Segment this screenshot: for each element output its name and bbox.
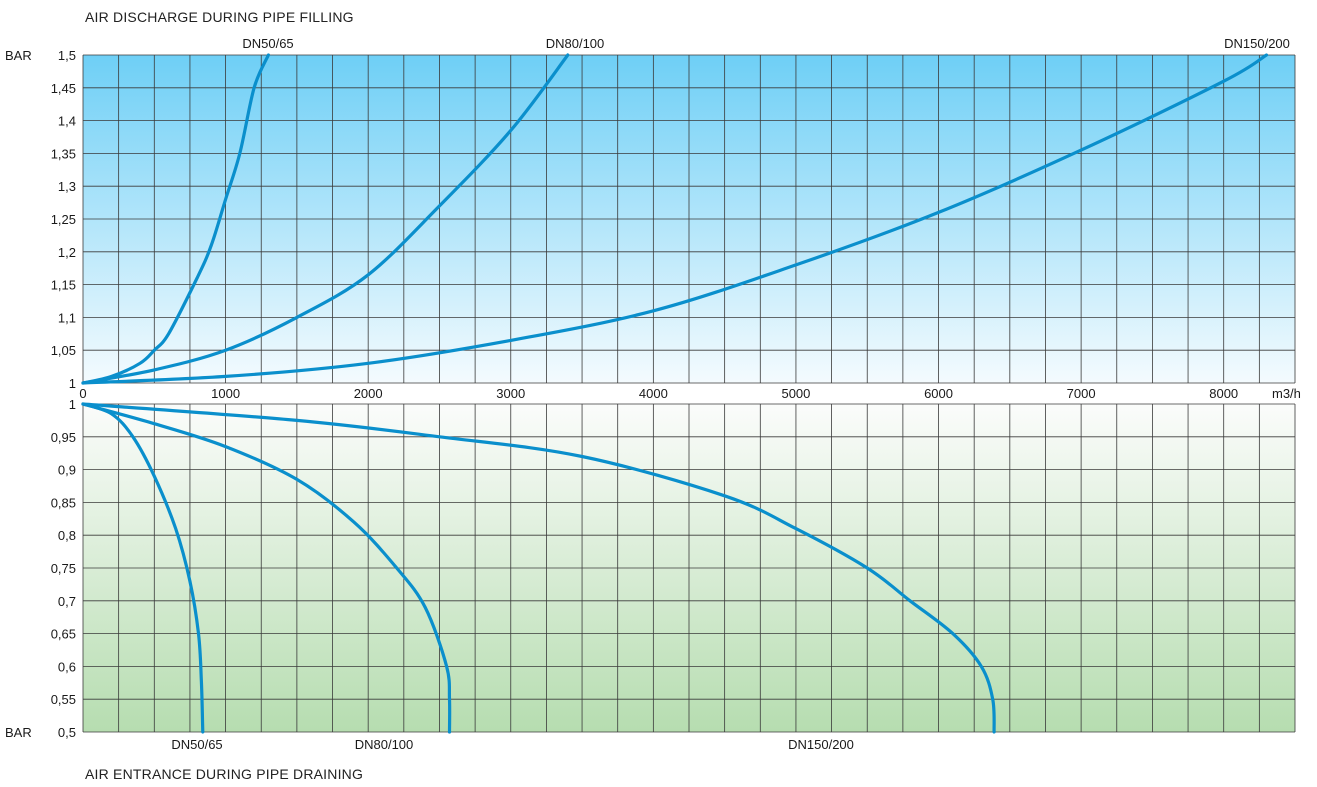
bottom-chart-caption: AIR ENTRANCE DURING PIPE DRAINING — [85, 766, 364, 782]
top-y-tick-label: 1,05 — [51, 343, 76, 358]
bottom-y-tick-label: 0,65 — [51, 627, 76, 642]
x-tick-label: 6000 — [924, 386, 953, 401]
x-tick-label: 5000 — [781, 386, 810, 401]
curves — [81, 53, 1269, 734]
bottom-curve-dn150-200 — [81, 402, 996, 734]
bottom-y-tick-label: 0,55 — [51, 692, 76, 707]
bottom-y-tick-label: 0,8 — [58, 528, 76, 543]
top-y-tick-label: 1,45 — [51, 81, 76, 96]
top-y-tick-label: 1,3 — [58, 179, 76, 194]
x-tick-label: 2000 — [354, 386, 383, 401]
top-chart-caption: AIR DISCHARGE DURING PIPE FILLING — [85, 9, 354, 25]
bottom-y-tick-label: 0,85 — [51, 495, 76, 510]
x-unit-label: m3/h — [1272, 386, 1301, 401]
bottom-y-tick-label: 0,95 — [51, 430, 76, 445]
top-y-tick-label: 1,4 — [58, 114, 76, 129]
x-tick-label: 8000 — [1209, 386, 1238, 401]
x-tick-label: 1000 — [211, 386, 240, 401]
top-y-tick-label: 1,2 — [58, 245, 76, 260]
top-y-tick-label: 1,15 — [51, 278, 76, 293]
top-y-tick-label: 1,5 — [58, 48, 76, 63]
bottom-curve-dn50-65 — [81, 402, 205, 734]
bottom-series-label: DN150/200 — [788, 737, 854, 752]
top-y-tick-label: 1,35 — [51, 146, 76, 161]
top-y-tick-label: 1,1 — [58, 310, 76, 325]
top-curve-dn50-65 — [81, 53, 270, 385]
top-series-label: DN50/65 — [242, 36, 293, 51]
bottom-curve-dn80-100 — [81, 402, 452, 734]
x-tick-label: 4000 — [639, 386, 668, 401]
x-tick-label: 7000 — [1067, 386, 1096, 401]
top-y-tick-label: 1,25 — [51, 212, 76, 227]
grid — [82, 54, 1296, 733]
bottom-series-label: DN80/100 — [355, 737, 414, 752]
bottom-y-tick-label: 0,7 — [58, 594, 76, 609]
bottom-y-tick-label: 0,6 — [58, 659, 76, 674]
series-labels: DN50/65 DN80/100 DN150/200 DN50/65 DN80/100 D… — [171, 36, 1290, 752]
bottom-y-tick-label: 0,5 — [58, 725, 76, 740]
top-series-label: DN150/200 — [1224, 36, 1290, 51]
top-y-tick-label: 1 — [69, 376, 76, 391]
bottom-y-tick-label: 0,9 — [58, 463, 76, 478]
bottom-y-tick-label: 0,75 — [51, 561, 76, 576]
top-bar-label: BAR — [5, 48, 32, 63]
bottom-series-label: DN50/65 — [171, 737, 222, 752]
top-curve-dn80-100 — [81, 53, 570, 385]
bottom-y-tick-label: 1 — [69, 397, 76, 412]
tick-labels: 1 1,05 1,1 1,15 1,2 1,25 1,3 1,35 1,4 1,45 1,5 BAR 0… — [5, 48, 1301, 740]
x-tick-label: 0 — [79, 386, 86, 401]
x-tick-label: 3000 — [496, 386, 525, 401]
top-series-label: DN80/100 — [546, 36, 605, 51]
top-curve-dn150-200 — [81, 53, 1269, 385]
bottom-bar-label: BAR — [5, 725, 32, 740]
